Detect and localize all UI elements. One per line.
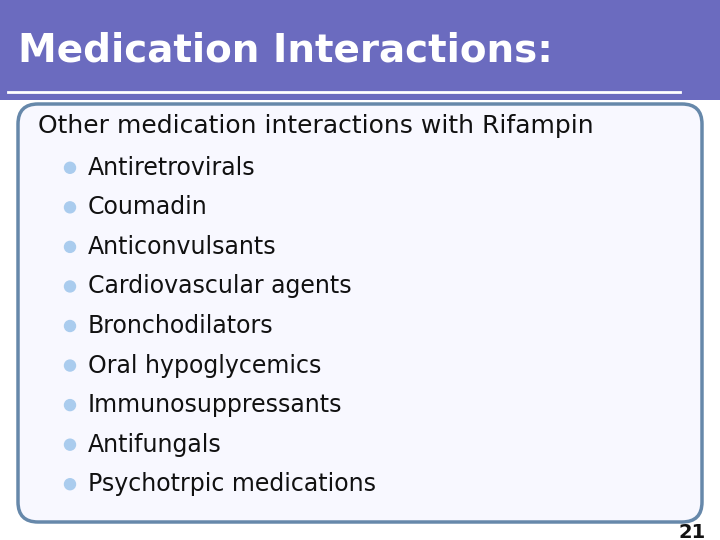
Text: Immunosuppressants: Immunosuppressants — [88, 393, 343, 417]
Circle shape — [65, 400, 76, 410]
Text: Psychotrpic medications: Psychotrpic medications — [88, 472, 376, 496]
Text: Bronchodilators: Bronchodilators — [88, 314, 274, 338]
Circle shape — [65, 479, 76, 490]
Text: 21: 21 — [679, 523, 706, 540]
Text: Antifungals: Antifungals — [88, 433, 222, 457]
Text: Medication Interactions:: Medication Interactions: — [18, 31, 553, 69]
Circle shape — [65, 163, 76, 173]
Circle shape — [65, 439, 76, 450]
Text: Cardiovascular agents: Cardiovascular agents — [88, 274, 351, 299]
Text: Other medication interactions with Rifampin: Other medication interactions with Rifam… — [38, 114, 593, 138]
Text: Coumadin: Coumadin — [88, 195, 208, 219]
Circle shape — [65, 321, 76, 332]
FancyBboxPatch shape — [18, 104, 702, 522]
Text: Antiretrovirals: Antiretrovirals — [88, 156, 256, 180]
Bar — [0, 0, 720, 100]
Circle shape — [65, 241, 76, 252]
Text: Anticonvulsants: Anticonvulsants — [88, 235, 276, 259]
Circle shape — [65, 281, 76, 292]
Text: Oral hypoglycemics: Oral hypoglycemics — [88, 354, 321, 377]
Circle shape — [65, 360, 76, 371]
Circle shape — [65, 202, 76, 213]
